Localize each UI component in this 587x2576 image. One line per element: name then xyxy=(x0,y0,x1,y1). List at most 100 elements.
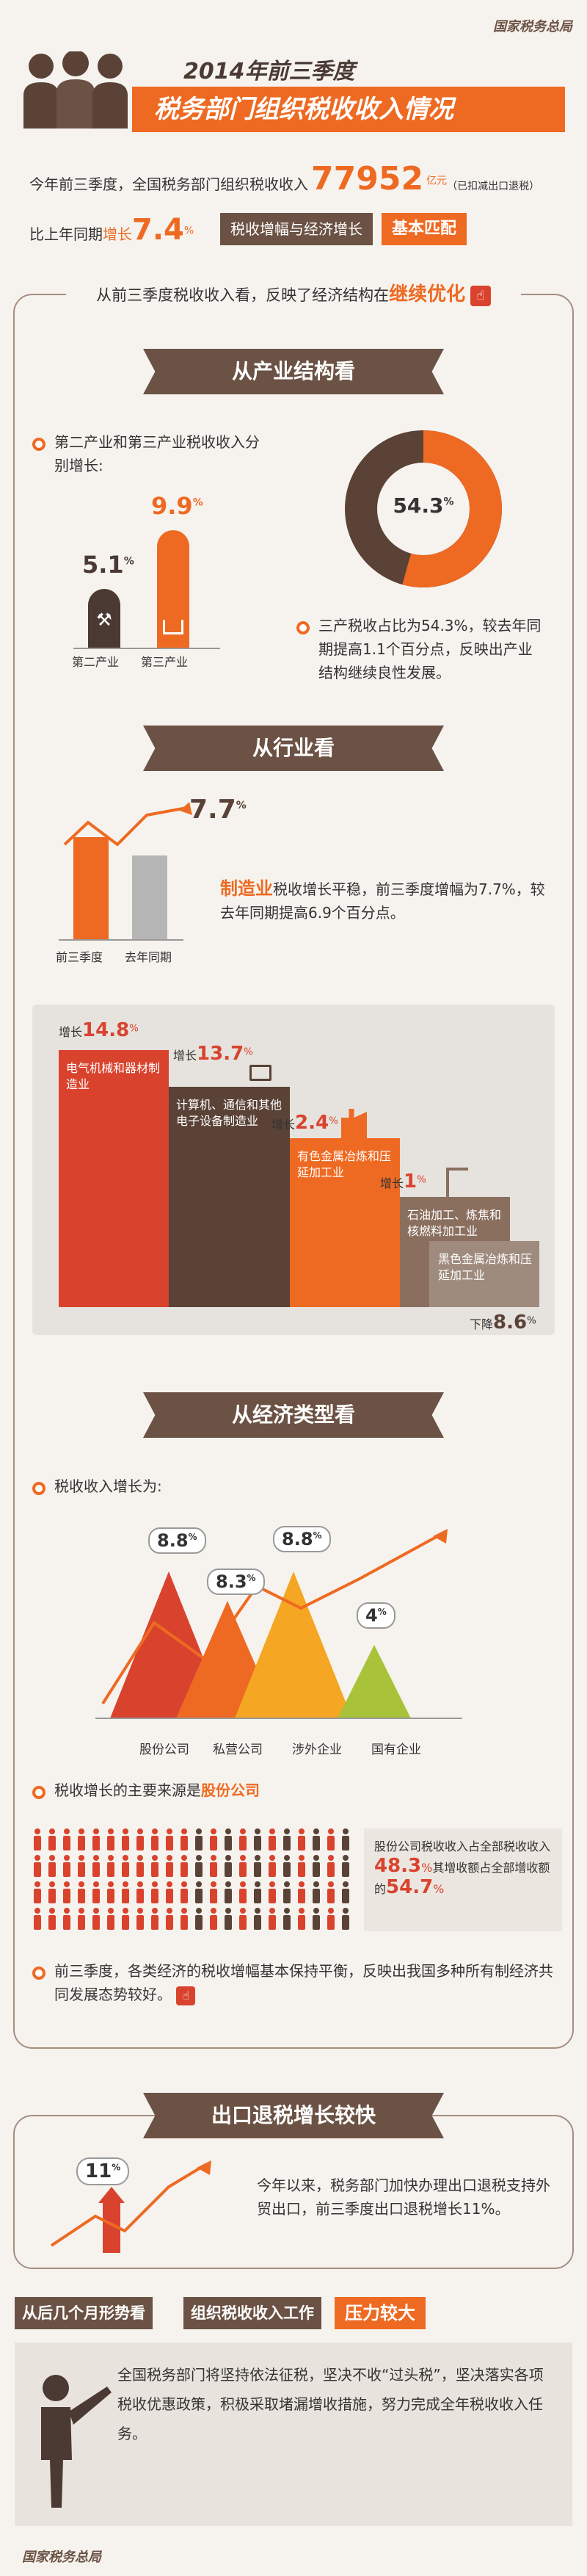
sector-label-last: 去年同期 xyxy=(125,950,172,964)
person-icon xyxy=(135,1908,145,1930)
heading-export: 出口退税增长较快 xyxy=(143,2093,444,2138)
person-icon xyxy=(208,1881,219,1903)
line2-prefix: 比上年同期 xyxy=(29,225,103,243)
pointing-person-icon xyxy=(26,2372,114,2511)
bullet-economic xyxy=(32,1482,45,1495)
person-icon xyxy=(252,1908,263,1930)
person-icon xyxy=(311,1855,321,1877)
industry-block-2: 有色金属冶炼和压延加工业 xyxy=(290,1138,400,1307)
bullet-summary xyxy=(32,1967,45,1980)
outlook-box xyxy=(15,2342,572,2526)
person-icon xyxy=(76,1881,87,1903)
person-icon xyxy=(311,1828,321,1850)
bar-secondary: ⚒ xyxy=(88,589,120,648)
industry-growth-0: 增长14.8% xyxy=(59,1019,139,1041)
person-icon xyxy=(150,1908,160,1930)
person-icon xyxy=(32,1828,43,1850)
person-icon xyxy=(179,1908,189,1930)
person-icon xyxy=(340,1881,351,1903)
person-icon xyxy=(62,1855,72,1877)
person-icon xyxy=(76,1828,87,1850)
header-line1: 今年前三季度，全国税务部门组织税收收入77952 亿元（已扣减出口退税） xyxy=(29,160,539,198)
industry-growth-4: 下降8.6% xyxy=(470,1311,536,1334)
person-icon xyxy=(179,1855,189,1877)
line2-growth-value: 7.4 xyxy=(132,213,184,247)
heading-sector: 从行业看 xyxy=(143,726,444,771)
person-icon xyxy=(47,1908,57,1930)
person-icon xyxy=(120,1881,131,1903)
person-icon xyxy=(164,1908,175,1930)
person-icon xyxy=(106,1828,116,1850)
share-text-b: 其增收额占全部增收额的 xyxy=(374,1861,550,1896)
source-prefix: 税收增长的主要来源是 xyxy=(54,1781,201,1799)
industry-name-4: 黑色金属冶炼和压延加工业 xyxy=(438,1252,533,1282)
person-icon xyxy=(340,1908,351,1930)
person-icon xyxy=(194,1881,204,1903)
bullet-source xyxy=(32,1786,45,1799)
computer-icon xyxy=(249,1065,271,1081)
summary-text: 前三季度，各类经济的税收增幅基本保持平衡，反映出我国多种所有制经济共同发展态势较… xyxy=(54,1959,553,2006)
person-icon xyxy=(326,1855,336,1877)
sector-value: 7.7% xyxy=(189,795,247,825)
person-icon xyxy=(282,1828,292,1850)
peak-value-1: 8.3% xyxy=(207,1569,265,1595)
person-icon xyxy=(106,1855,116,1877)
header-line2: 比上年同期增长7.4% xyxy=(29,213,194,247)
title-main: 税务部门组织税收收入情况 xyxy=(154,95,453,124)
person-icon xyxy=(106,1881,116,1903)
industry-name-2: 有色金属冶炼和压延加工业 xyxy=(297,1149,392,1179)
sector-label-current: 前三季度 xyxy=(56,950,103,964)
intro-highlight: 继续优化 xyxy=(389,283,466,305)
person-icon xyxy=(47,1881,57,1903)
person-icon xyxy=(179,1881,189,1903)
sector-text-highlight: 制造业 xyxy=(220,878,273,899)
person-icon xyxy=(91,1828,101,1850)
share-value-a: 48.3 xyxy=(374,1855,422,1877)
person-icon xyxy=(223,1881,233,1903)
person-icon xyxy=(62,1881,72,1903)
person-icon xyxy=(311,1908,321,1930)
title-banner: 税务部门组织税收收入情况 xyxy=(132,87,565,132)
line1-note: （已扣减出口退税） xyxy=(447,181,540,192)
thumbs-up-icon: ☝ xyxy=(176,1986,196,2005)
peak-chart: 8.8% 8.3% 8.8% 4% xyxy=(95,1520,477,1733)
person-icon xyxy=(238,1908,248,1930)
person-icon xyxy=(32,1855,43,1877)
line1-value: 77952 xyxy=(311,160,424,198)
person-icon xyxy=(150,1855,160,1877)
donut-text: 三产税收占比为54.3%，较去年同期提高1.1个百分点，反映出产业结构继续良性发… xyxy=(318,617,542,681)
person-icon xyxy=(296,1828,307,1850)
share-unit-b: % xyxy=(433,1882,445,1896)
person-icon xyxy=(238,1855,248,1877)
person-icon xyxy=(326,1908,336,1930)
person-icon xyxy=(179,1828,189,1850)
person-icon xyxy=(296,1881,307,1903)
badge-b: 基本匹配 xyxy=(382,213,467,245)
donut-arc xyxy=(345,430,502,587)
person-icon xyxy=(164,1828,175,1850)
outlook-label-a: 从后几个月形势看 xyxy=(15,2297,153,2329)
person-icon xyxy=(62,1908,72,1930)
line1-unit: 亿元 xyxy=(426,175,448,187)
export-chart: 11% xyxy=(44,2157,220,2260)
shopping-basket-icon xyxy=(163,620,183,634)
bar-label-secondary: 第二产业 xyxy=(72,655,120,669)
oil-rig-icon xyxy=(446,1168,468,1197)
person-icon xyxy=(135,1855,145,1877)
industry-name-0: 电气机械和器材制造业 xyxy=(66,1061,161,1091)
person-icon xyxy=(194,1828,204,1850)
person-icon xyxy=(208,1855,219,1877)
person-icon xyxy=(150,1828,160,1850)
thumbs-up-icon: ☝ xyxy=(470,286,491,306)
industry-name-1: 计算机、通信和其他电子设备制造业 xyxy=(176,1098,282,1128)
person-icon xyxy=(282,1855,292,1877)
person-icon xyxy=(238,1881,248,1903)
person-icon xyxy=(135,1881,145,1903)
person-icon xyxy=(194,1855,204,1877)
person-icon xyxy=(91,1908,101,1930)
person-icon xyxy=(296,1908,307,1930)
person-icon xyxy=(340,1855,351,1877)
outlook-label-c: 压力较大 xyxy=(335,2297,426,2329)
share-unit-a: % xyxy=(421,1861,433,1875)
person-icon xyxy=(91,1855,101,1877)
